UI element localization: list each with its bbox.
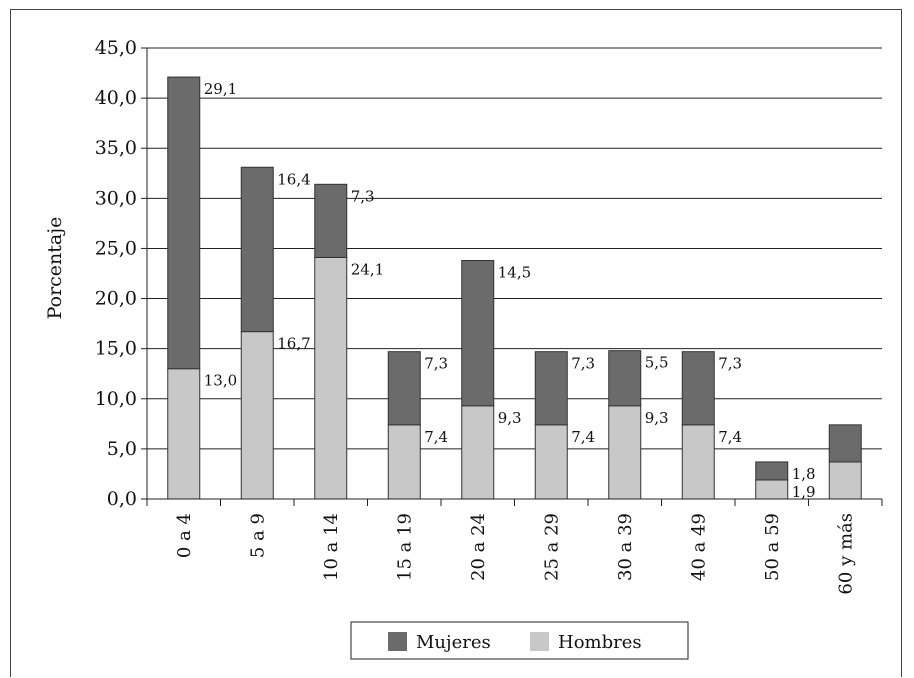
x-category-label: 15 a 19: [394, 513, 415, 581]
data-label-mujeres: 7,3: [718, 355, 742, 373]
y-tick-label: 15,0: [95, 338, 137, 360]
data-label-mujeres: 7,3: [351, 187, 375, 205]
bar-mujeres: [240, 166, 274, 333]
legend-box: [350, 621, 689, 660]
axis-layer: 0,0 5,0 10,0 15,0 20,0 25,0 30,0 35,0 40,0 45,0 0 …: [95, 37, 883, 595]
bar-mujeres: [387, 351, 421, 426]
x-category-label: 5 a 9: [247, 513, 268, 558]
data-label-hombres: 9,3: [645, 409, 669, 427]
data-label-mujeres: 5,5: [645, 354, 669, 372]
bar-hombres: [608, 405, 642, 500]
data-label-hombres: 7,4: [718, 428, 742, 446]
bar-hombres: [681, 424, 715, 500]
x-category-label: 25 a 29: [541, 513, 562, 581]
bar-hombres: [534, 424, 568, 500]
bar-mujeres: [608, 350, 642, 407]
data-label-hombres: 7,4: [571, 428, 595, 446]
bar-mujeres: [681, 351, 715, 426]
y-tick-label: 30,0: [95, 187, 137, 209]
y-tick-label: 10,0: [95, 388, 137, 410]
chart-svg: 0,0 5,0 10,0 15,0 20,0 25,0 30,0 35,0 40,0 45,0 0 …: [44, 37, 883, 660]
bar-hombres: [755, 479, 789, 500]
bar-hombres: [314, 256, 348, 500]
y-tick-label: 45,0: [95, 37, 137, 59]
bar-hombres: [461, 405, 495, 500]
labels-layer: 13,0 29,1 16,7 16,4 24,1 7,3 7,4 7,3 9,3 14,5 7,4 7…: [204, 80, 816, 501]
y-tick-label: 35,0: [95, 137, 137, 159]
bar-hombres: [167, 368, 201, 500]
data-label-hombres: 13,0: [204, 372, 237, 390]
x-category-label: 30 a 39: [615, 513, 636, 581]
data-label-mujeres: 7,3: [424, 355, 448, 373]
legend-label-mujeres: Mujeres: [416, 632, 491, 653]
bar-mujeres: [314, 183, 348, 258]
data-label-hombres: 7,4: [424, 428, 448, 446]
bar-mujeres: [167, 76, 201, 370]
data-label-mujeres: 16,4: [277, 170, 310, 188]
bar-mujeres: [755, 461, 789, 481]
data-label-hombres: 9,3: [498, 409, 522, 427]
x-category-label: 60 y más: [835, 513, 856, 595]
legend-swatch-mujeres: [388, 632, 407, 651]
bar-mujeres: [828, 424, 862, 463]
x-category-label: 10 a 14: [321, 513, 342, 581]
bars-layer: [167, 76, 862, 500]
bar-hombres: [828, 461, 862, 500]
bar-mujeres: [534, 351, 568, 426]
data-label-mujeres: 1,8: [792, 465, 816, 483]
x-category-label: 20 a 24: [468, 513, 489, 581]
x-category-label: 0 a 4: [174, 513, 195, 558]
y-tick-label: 25,0: [95, 237, 137, 259]
y-tick-label: 0,0: [107, 488, 137, 510]
data-label-mujeres: 14,5: [498, 263, 531, 281]
data-label-hombres: 1,9: [792, 483, 816, 501]
bar-hombres: [240, 331, 274, 500]
chart-frame: 0,0 5,0 10,0 15,0 20,0 25,0 30,0 35,0 40,0 45,0 0 …: [10, 9, 902, 677]
y-tick-label: 20,0: [95, 288, 137, 310]
x-category-label: 40 a 49: [688, 513, 709, 581]
y-tick-label: 5,0: [107, 438, 137, 460]
data-label-mujeres: 29,1: [204, 80, 237, 98]
legend-swatch-hombres: [530, 632, 549, 651]
data-label-hombres: 16,7: [277, 335, 310, 353]
x-category-label: 50 a 59: [762, 513, 783, 581]
y-axis-title: Porcentaje: [44, 217, 66, 320]
bar-mujeres: [461, 259, 495, 407]
data-label-mujeres: 7,3: [571, 355, 595, 373]
legend: Mujeres Hombres: [350, 621, 689, 660]
bar-hombres: [387, 424, 421, 500]
legend-label-hombres: Hombres: [558, 632, 642, 653]
y-tick-label: 40,0: [95, 87, 137, 109]
data-label-hombres: 24,1: [351, 260, 384, 278]
